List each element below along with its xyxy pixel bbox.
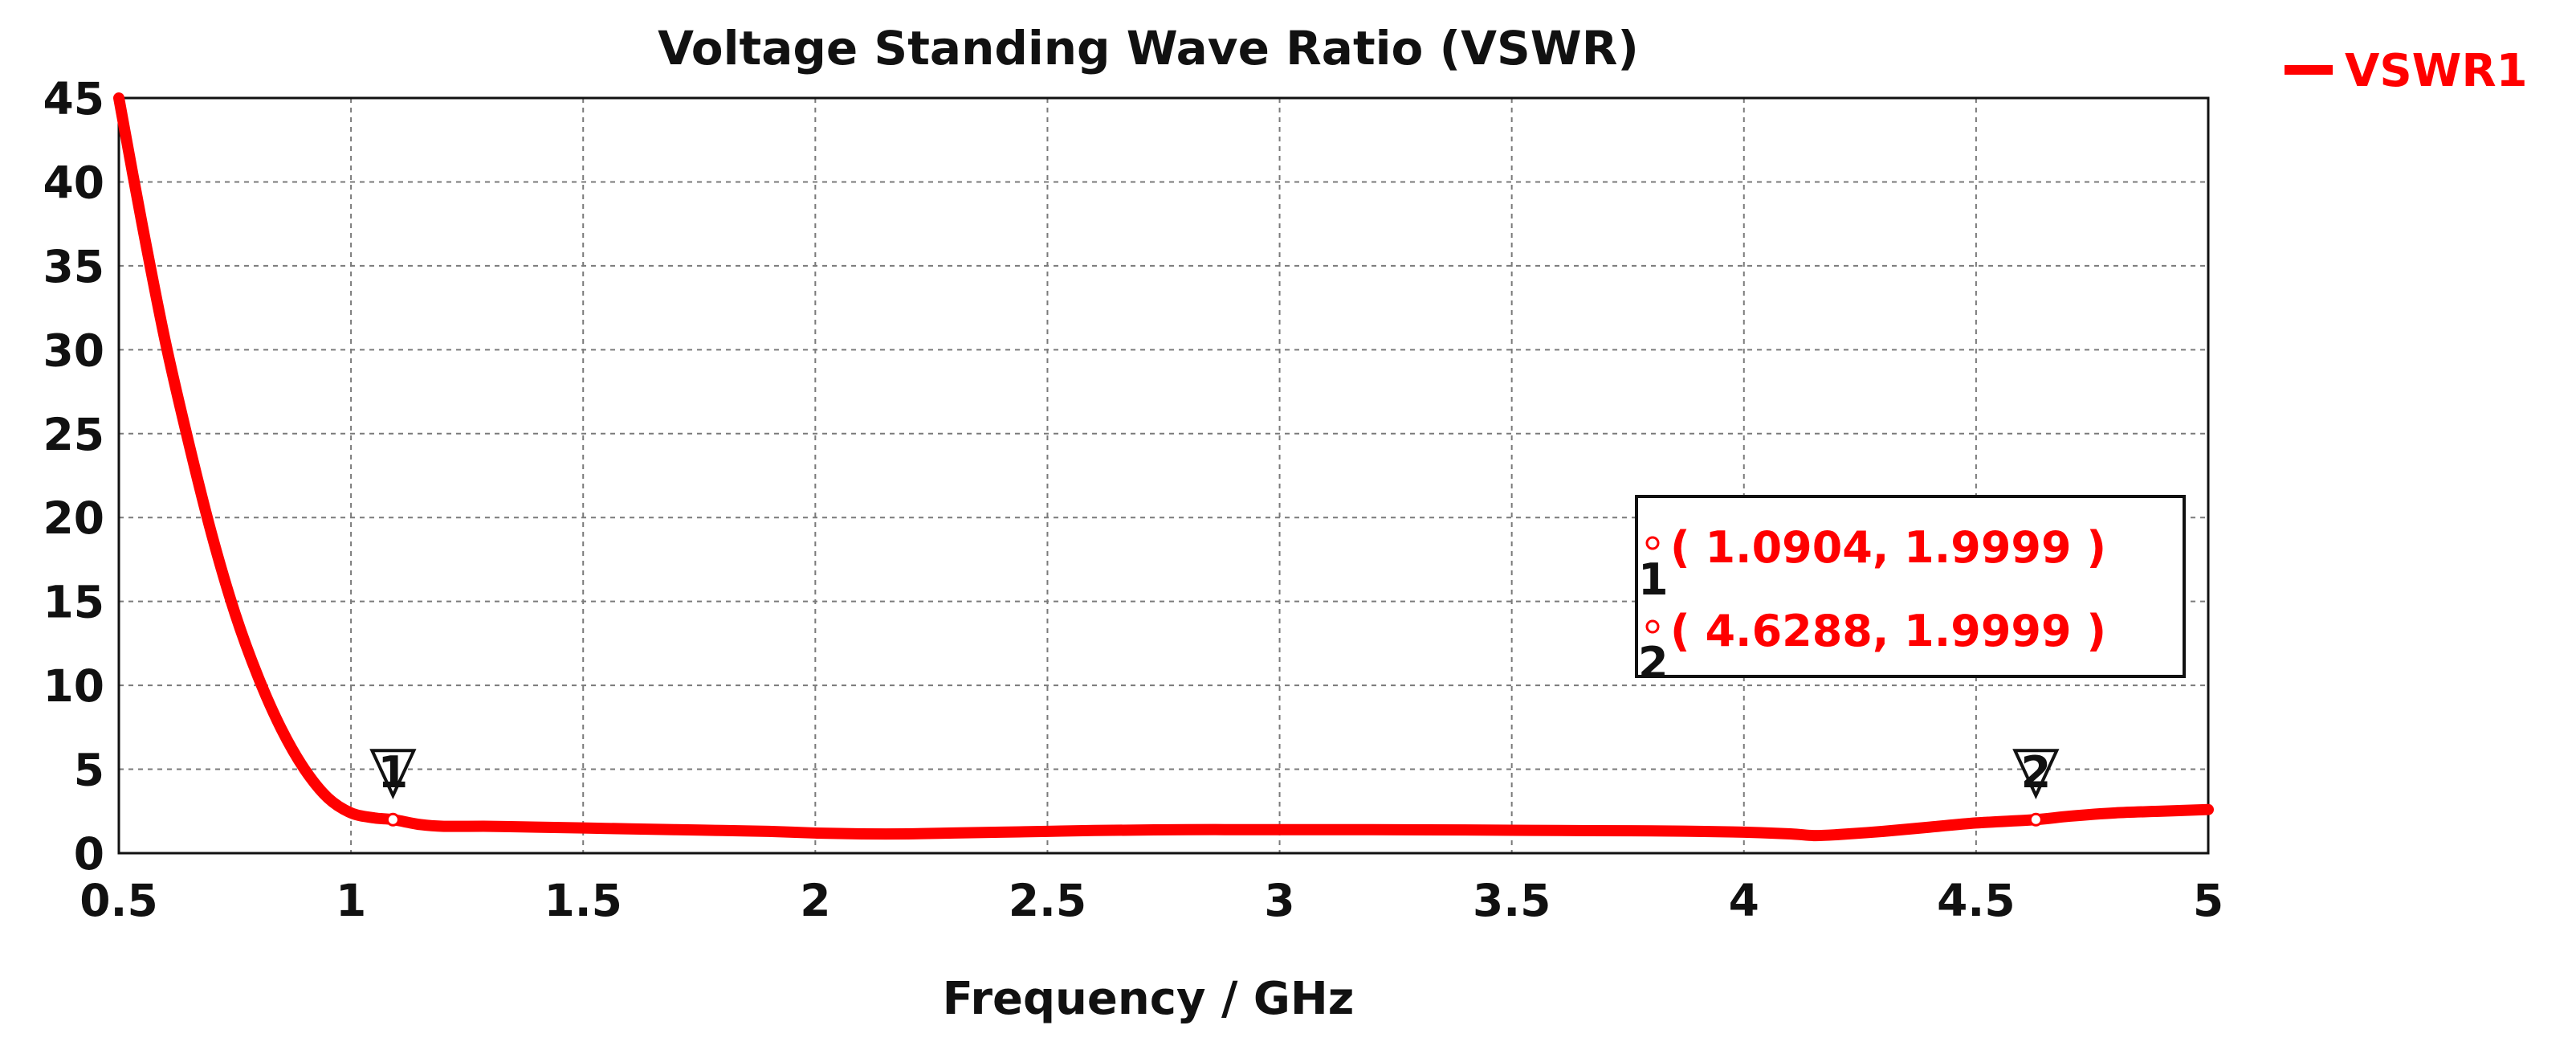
y-tick-label: 35 (43, 241, 104, 292)
marker-readout-index-1: 1 (1638, 554, 1669, 605)
marker-readout-value-2: ( 4.6288, 1.9999 ) (1670, 606, 2106, 656)
x-tick-label: 2 (800, 875, 830, 926)
marker-triangle-icon-1 (369, 749, 417, 799)
y-tick-label: 10 (43, 660, 104, 712)
marker-point-2 (2028, 812, 2043, 827)
legend[interactable]: VSWR1 (2285, 45, 2528, 97)
marker-id-1: 1 (378, 747, 409, 798)
x-axis-ticks: 0.5 1 1.5 2 2.5 3 3.5 4 4.5 5 (79, 875, 2223, 926)
y-tick-label: 40 (43, 157, 104, 208)
x-tick-label: 1.5 (544, 875, 622, 926)
marker-triangle-icon-2 (2012, 749, 2060, 799)
x-tick-label: 3.5 (1473, 875, 1551, 926)
y-tick-label: 15 (43, 577, 104, 628)
y-tick-label: 30 (43, 325, 104, 376)
y-tick-label: 45 (43, 73, 104, 125)
marker-id-2: 2 (2021, 747, 2052, 798)
y-tick-label: 20 (43, 492, 104, 544)
x-tick-label: 0.5 (79, 875, 157, 926)
x-tick-label: 5 (2193, 875, 2223, 926)
x-tick-label: 4 (1729, 875, 1759, 926)
x-tick-label: 4.5 (1937, 875, 2015, 926)
marker-readout-dot-1 (1645, 536, 1660, 550)
grid-lines (119, 98, 2208, 853)
y-tick-label: 25 (43, 409, 104, 460)
marker-readout-dot-2 (1645, 619, 1660, 634)
marker-readout-value-1: ( 1.0904, 1.9999 ) (1670, 522, 2106, 573)
marker-point-1 (385, 812, 400, 827)
y-tick-label: 0 (74, 828, 104, 880)
x-tick-label: 1 (336, 875, 366, 926)
legend-label-vswr1: VSWR1 (2345, 45, 2528, 97)
marker-readout-box: 1 ( 1.0904, 1.9999 ) 2 ( 4.6288, 1.9999 … (1635, 495, 2186, 688)
series-line-vswr1 (113, 92, 2214, 842)
y-tick-label: 5 (74, 745, 104, 796)
marker-readout-index-2: 2 (1638, 638, 1669, 688)
plot-area (117, 96, 2210, 855)
chart-title: Voltage Standing Wave Ratio (VSWR) (658, 21, 1639, 76)
x-tick-label: 2.5 (1009, 875, 1086, 926)
x-tick-label: 3 (1264, 875, 1294, 926)
y-axis-ticks: 0 5 10 15 20 25 30 35 40 45 (43, 73, 104, 880)
x-axis-label: Frequency / GHz (943, 973, 1355, 1025)
